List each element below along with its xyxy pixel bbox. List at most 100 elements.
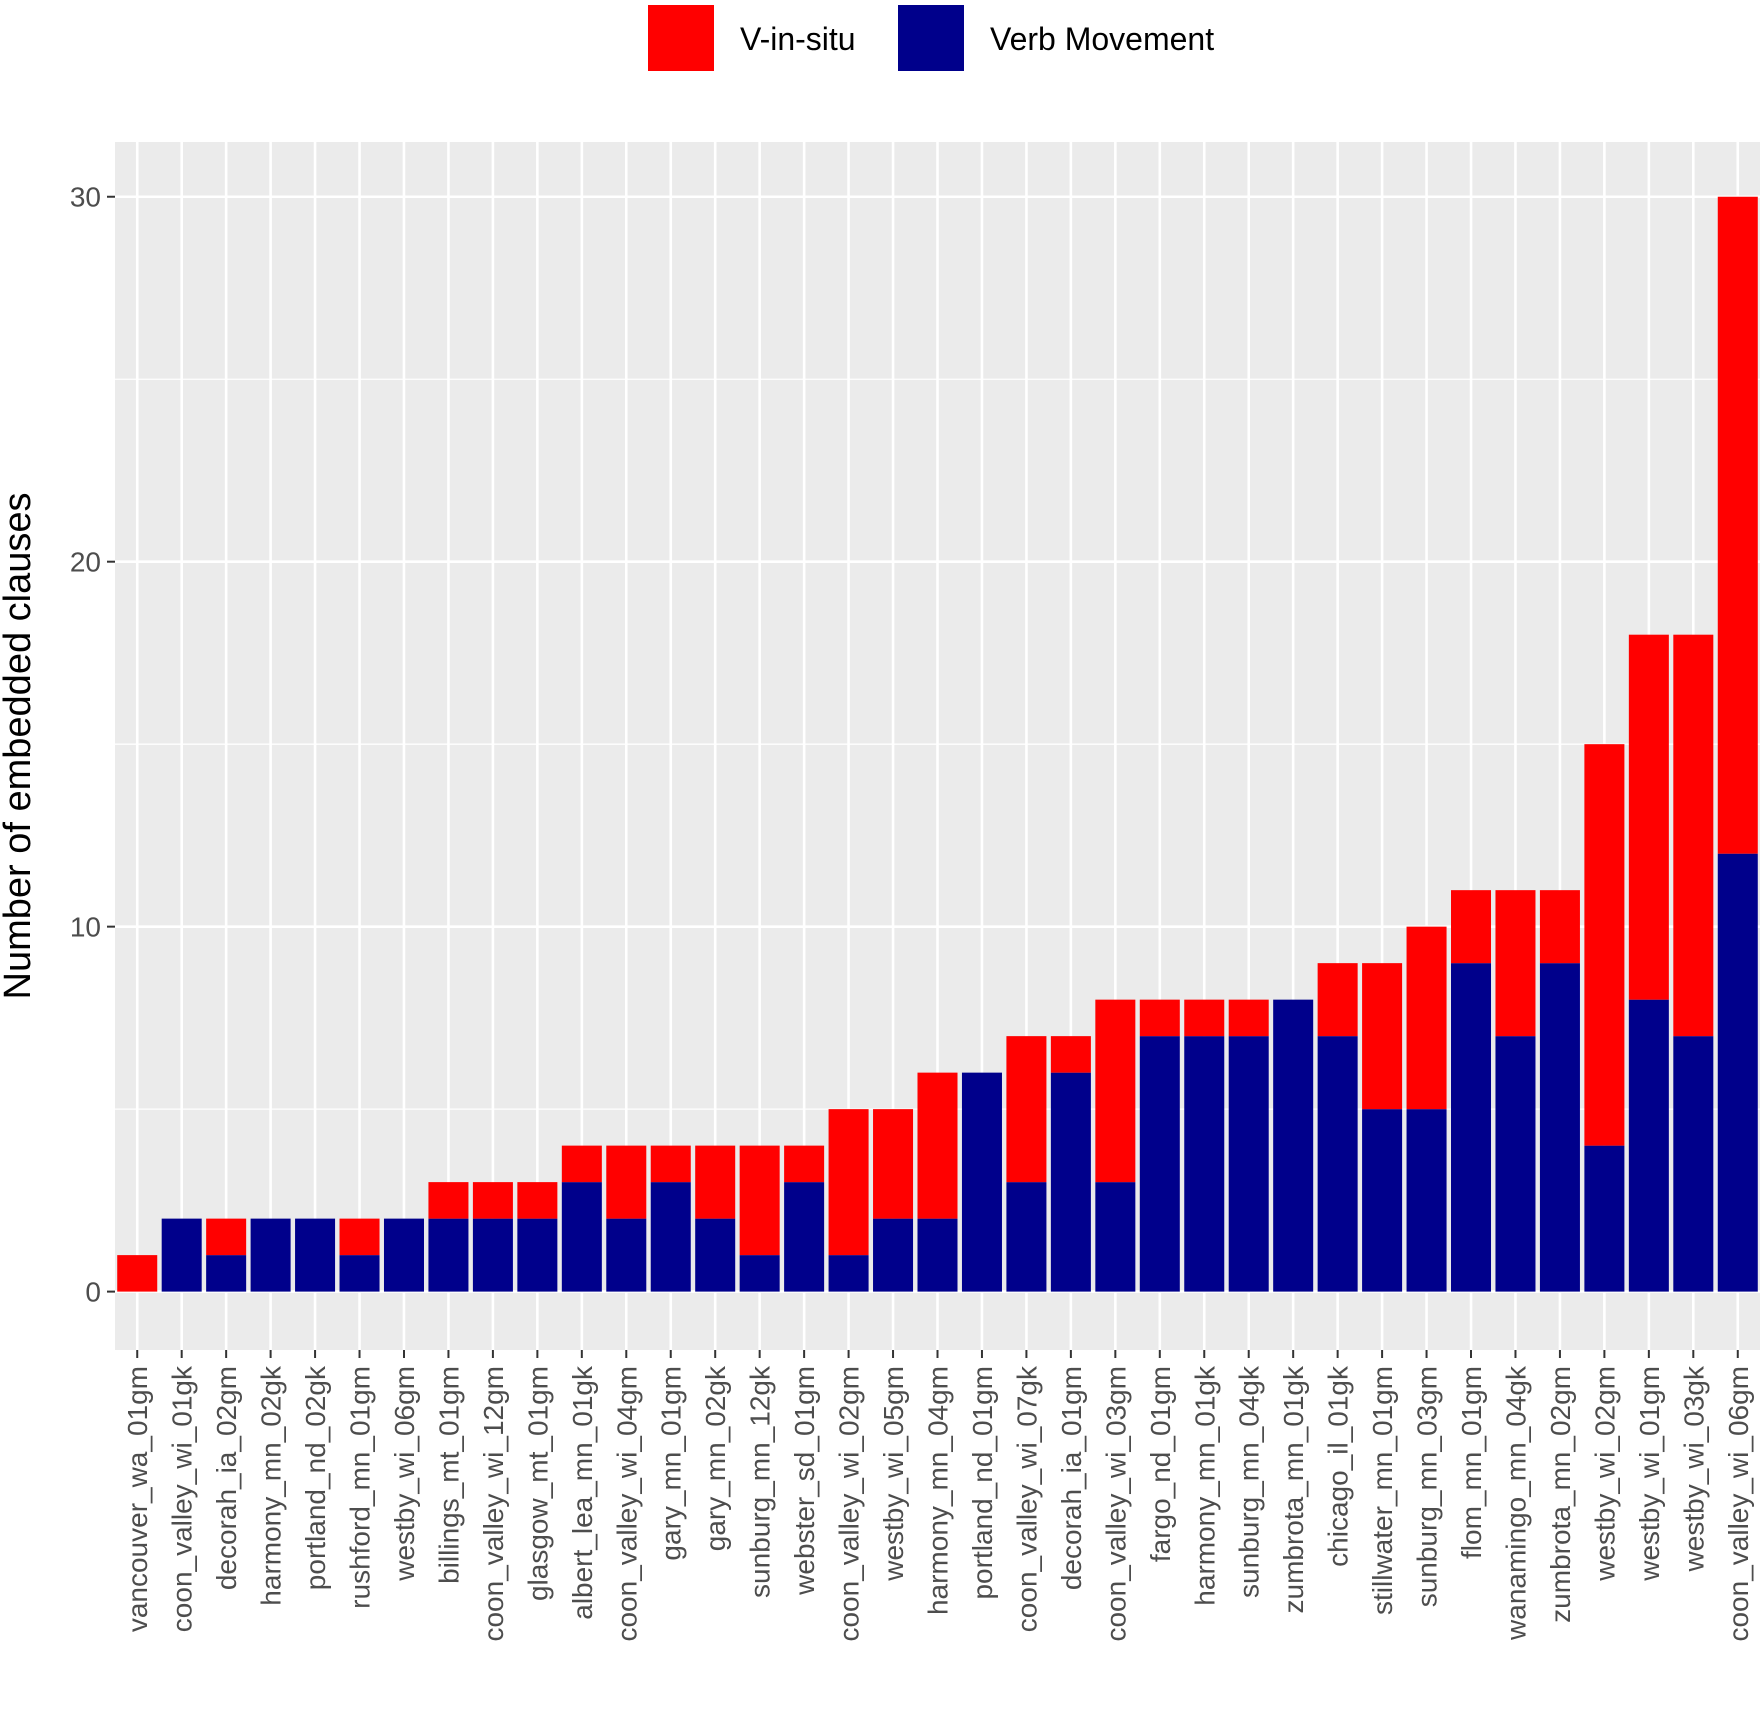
legend: V-in-situ Verb Movement xyxy=(648,5,1214,71)
bar-segment-v-in-situ-gary_mn_01gm xyxy=(650,1145,691,1183)
bar-segment-v-in-situ-coon_valley_wi_07gk xyxy=(1006,1036,1047,1183)
x-tick-label: gary_mn_02gk xyxy=(700,1365,731,1551)
x-tick-label: coon_valley_wi_07gk xyxy=(1011,1365,1042,1632)
x-tick-label: chicago_il_01gk xyxy=(1323,1365,1354,1567)
bars xyxy=(117,196,1758,1292)
bar-segment-verb-movement-westby_wi_01gm xyxy=(1628,999,1669,1292)
bar-segment-verb-movement-albert_lea_mn_01gk xyxy=(561,1182,602,1292)
bar-segment-v-in-situ-flom_mn_01gm xyxy=(1451,890,1492,964)
bar-segment-verb-movement-zumbrota_mn_02gm xyxy=(1539,963,1580,1292)
x-tick-label: westby_wi_06gm xyxy=(389,1366,420,1582)
x-tick-label: fargo_nd_01gm xyxy=(1145,1366,1176,1562)
y-axis: 0 10 20 30 xyxy=(70,182,115,1308)
x-tick-label: zumbrota_mn_01gk xyxy=(1278,1365,1309,1613)
bar-segment-v-in-situ-albert_lea_mn_01gk xyxy=(561,1145,602,1183)
bar-segment-v-in-situ-wanamingo_mn_04gk xyxy=(1495,890,1536,1037)
bar-segment-v-in-situ-coon_valley_wi_03gm xyxy=(1095,999,1136,1183)
bar-segment-v-in-situ-coon_valley_wi_02gm xyxy=(828,1109,869,1256)
x-tick-label: harmony_mn_01gk xyxy=(1189,1365,1220,1606)
x-tick-label: albert_lea_mn_01gk xyxy=(567,1365,598,1620)
bar-segment-verb-movement-decorah_ia_02gm xyxy=(206,1255,247,1292)
bar-segment-verb-movement-decorah_ia_01gm xyxy=(1050,1072,1091,1292)
bar-segment-v-in-situ-coon_valley_wi_12gm xyxy=(472,1182,513,1219)
x-tick-label: gary_mn_01gm xyxy=(656,1366,687,1561)
x-tick-label: sunburg_mn_03gm xyxy=(1412,1366,1443,1607)
bar-segment-verb-movement-coon_valley_wi_06gm xyxy=(1717,853,1758,1292)
bar-segment-v-in-situ-webster_sd_01gm xyxy=(784,1145,825,1183)
bar-segment-v-in-situ-decorah_ia_02gm xyxy=(206,1218,247,1256)
legend-swatch-verb-movement xyxy=(898,5,964,71)
bar-segment-verb-movement-webster_sd_01gm xyxy=(784,1182,825,1292)
bar-segment-verb-movement-westby_wi_02gm xyxy=(1584,1145,1625,1292)
x-tick-label: sunburg_mn_12gk xyxy=(745,1365,776,1598)
bar-segment-v-in-situ-chicago_il_01gk xyxy=(1317,963,1358,1037)
bar-segment-v-in-situ-rushford_mn_01gm xyxy=(339,1218,380,1256)
bar-segment-verb-movement-glasgow_mt_01gm xyxy=(517,1218,558,1292)
x-tick-label: sunburg_mn_04gk xyxy=(1234,1365,1265,1598)
x-tick-label: flom_mn_01gm xyxy=(1456,1366,1487,1559)
x-tick-label: wanamingo_mn_04gk xyxy=(1500,1365,1531,1641)
x-tick-label: coon_valley_wi_01gk xyxy=(167,1365,198,1632)
bar-segment-verb-movement-harmony_mn_01gk xyxy=(1184,1036,1225,1292)
bar-segment-verb-movement-westby_wi_06gm xyxy=(383,1218,424,1292)
bar-segment-verb-movement-sunburg_mn_03gm xyxy=(1406,1109,1447,1292)
bar-segment-verb-movement-zumbrota_mn_01gk xyxy=(1273,999,1314,1292)
y-axis-title: Number of embedded clauses xyxy=(0,493,39,1000)
bar-segment-verb-movement-stillwater_mn_01gm xyxy=(1362,1109,1403,1292)
x-tick-label: portland_nd_02gk xyxy=(300,1365,331,1590)
x-tick-label: vancouver_wa_01gm xyxy=(122,1366,153,1632)
bar-segment-v-in-situ-coon_valley_wi_06gm xyxy=(1717,196,1758,854)
x-tick-label: coon_valley_wi_12gm xyxy=(478,1366,509,1642)
bar-segment-v-in-situ-coon_valley_wi_04gm xyxy=(606,1145,647,1219)
bar-segment-verb-movement-coon_valley_wi_01gk xyxy=(161,1218,202,1292)
bar-segment-verb-movement-coon_valley_wi_04gm xyxy=(606,1218,647,1292)
y-tick-label: 20 xyxy=(70,547,101,578)
bar-segment-v-in-situ-stillwater_mn_01gm xyxy=(1362,963,1403,1110)
y-tick-label: 30 xyxy=(70,182,101,213)
x-tick-label: decorah_ia_02gm xyxy=(211,1366,242,1590)
bar-segment-v-in-situ-decorah_ia_01gm xyxy=(1050,1036,1091,1073)
bar-segment-v-in-situ-billings_mt_01gm xyxy=(428,1182,469,1219)
x-tick-label: harmony_mn_04gm xyxy=(923,1366,954,1615)
bar-segment-verb-movement-fargo_nd_01gm xyxy=(1139,1036,1180,1292)
bar-segment-verb-movement-coon_valley_wi_12gm xyxy=(472,1218,513,1292)
bar-segment-v-in-situ-westby_wi_02gm xyxy=(1584,744,1625,1146)
bar-segment-verb-movement-flom_mn_01gm xyxy=(1451,963,1492,1292)
x-tick-label: webster_sd_01gm xyxy=(789,1366,820,1596)
bar-segment-verb-movement-sunburg_mn_04gk xyxy=(1228,1036,1269,1292)
x-tick-label: coon_valley_wi_02gm xyxy=(834,1366,865,1642)
bar-segment-v-in-situ-sunburg_mn_12gk xyxy=(739,1145,780,1256)
bar-segment-v-in-situ-westby_wi_03gk xyxy=(1673,634,1714,1037)
x-tick-label: harmony_mn_02gk xyxy=(256,1365,287,1606)
x-tick-label: decorah_ia_01gm xyxy=(1056,1366,1087,1590)
y-tick-label: 0 xyxy=(85,1277,101,1308)
x-tick-label: coon_valley_wi_04gm xyxy=(611,1366,642,1642)
y-tick-label: 10 xyxy=(70,912,101,943)
bar-segment-verb-movement-gary_mn_01gm xyxy=(650,1182,691,1292)
bar-segment-verb-movement-sunburg_mn_12gk xyxy=(739,1255,780,1292)
bar-segment-verb-movement-portland_nd_02gk xyxy=(295,1218,336,1292)
x-tick-label: westby_wi_01gm xyxy=(1634,1366,1665,1582)
bar-segment-v-in-situ-harmony_mn_04gm xyxy=(917,1072,958,1219)
legend-label-verb-movement: Verb Movement xyxy=(990,21,1214,57)
bar-segment-verb-movement-portland_nd_01gm xyxy=(961,1072,1002,1292)
bar-segment-v-in-situ-sunburg_mn_03gm xyxy=(1406,926,1447,1110)
bar-segment-verb-movement-westby_wi_03gk xyxy=(1673,1036,1714,1292)
x-tick-label: zumbrota_mn_02gm xyxy=(1545,1366,1576,1623)
bar-segment-verb-movement-westby_wi_05gm xyxy=(873,1218,914,1292)
bar-segment-v-in-situ-westby_wi_05gm xyxy=(873,1109,914,1219)
legend-swatch-v-in-situ xyxy=(648,5,714,71)
bar-segment-verb-movement-rushford_mn_01gm xyxy=(339,1255,380,1292)
bar-segment-v-in-situ-fargo_nd_01gm xyxy=(1139,999,1180,1037)
bar-segment-v-in-situ-gary_mn_02gk xyxy=(695,1145,736,1219)
bar-segment-verb-movement-coon_valley_wi_03gm xyxy=(1095,1182,1136,1292)
x-tick-label: westby_wi_05gm xyxy=(878,1366,909,1582)
bar-segment-verb-movement-coon_valley_wi_02gm xyxy=(828,1255,869,1292)
x-tick-label: coon_valley_wi_06gm xyxy=(1723,1366,1754,1642)
x-tick-label: westby_wi_02gm xyxy=(1589,1366,1620,1582)
x-tick-label: glasgow_mt_01gm xyxy=(522,1366,553,1601)
bar-segment-v-in-situ-westby_wi_01gm xyxy=(1628,634,1669,1000)
bar-segment-verb-movement-coon_valley_wi_07gk xyxy=(1006,1182,1047,1292)
legend-label-v-in-situ: V-in-situ xyxy=(740,21,856,57)
